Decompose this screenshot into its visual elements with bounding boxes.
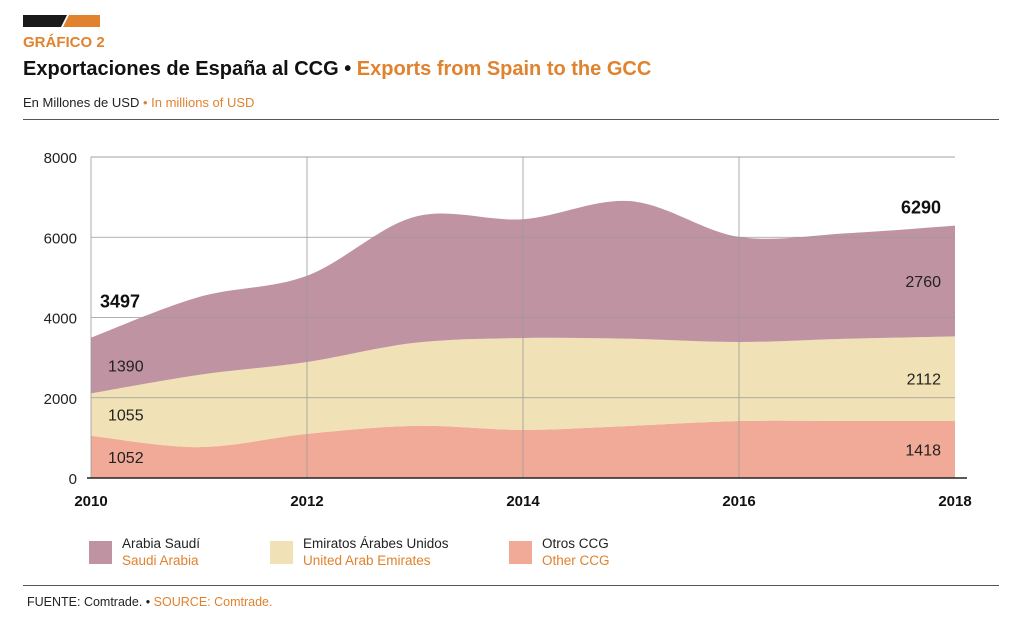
x-tick-label: 2010	[74, 493, 107, 510]
data-label-saudi-2010: 1390	[108, 359, 144, 376]
unit-en: In millions of USD	[151, 95, 255, 110]
data-label-uae-2018: 2112	[907, 372, 942, 389]
data-label-other-2010: 1052	[108, 450, 144, 467]
legend-swatch-other	[509, 541, 532, 564]
legend-swatch-saudi	[89, 541, 112, 564]
figure-label: GRÁFICO 2	[23, 34, 105, 51]
legend-saudi-en: Saudi Arabia	[122, 553, 199, 568]
source-es: FUENTE: Comtrade.	[27, 595, 143, 609]
source-en: SOURCE: Comtrade.	[153, 595, 273, 609]
x-tick-label: 2016	[722, 493, 755, 510]
source-note: FUENTE: Comtrade. • SOURCE: Comtrade.	[27, 595, 272, 609]
legend-saudi-es: Arabia Saudí	[122, 536, 201, 551]
unit-es: En Millones de USD	[23, 95, 140, 110]
title-es: Exportaciones de España al CCG	[23, 58, 339, 80]
chart-unit: En Millones de USD • In millions of USD	[23, 95, 254, 110]
legend-other-en: Other CCG	[542, 553, 610, 568]
y-tick-label: 2000	[44, 391, 77, 408]
header-accent-bar	[23, 15, 100, 27]
y-tick-label: 4000	[44, 311, 77, 328]
legend-uae-en: United Arab Emirates	[303, 553, 431, 568]
footer-divider	[23, 585, 999, 586]
total-label-2018: 6290	[901, 198, 941, 218]
x-tick-label: 2012	[290, 493, 323, 510]
y-tick-label: 0	[69, 471, 77, 488]
title-en: Exports from Spain to the GCC	[356, 58, 652, 80]
data-label-uae-2010: 1055	[108, 408, 144, 425]
legend-uae-es: Emiratos Árabes Unidos	[303, 536, 449, 551]
y-tick-label: 8000	[44, 150, 77, 167]
source-separator: •	[145, 595, 151, 609]
legend-other-es: Otros CCG	[542, 536, 609, 551]
total-label-2010: 3497	[100, 292, 140, 312]
chart-title: Exportaciones de España al CCG • Exports…	[23, 58, 651, 81]
data-label-saudi-2018: 2760	[905, 274, 941, 291]
x-tick-label: 2014	[506, 493, 540, 510]
x-tick-label: 2018	[938, 493, 971, 510]
title-separator: •	[344, 58, 352, 80]
unit-separator: •	[142, 95, 148, 110]
header-divider	[23, 119, 999, 120]
y-tick-label: 6000	[44, 230, 77, 247]
legend-swatch-uae	[270, 541, 293, 564]
data-label-other-2018: 1418	[905, 443, 941, 460]
